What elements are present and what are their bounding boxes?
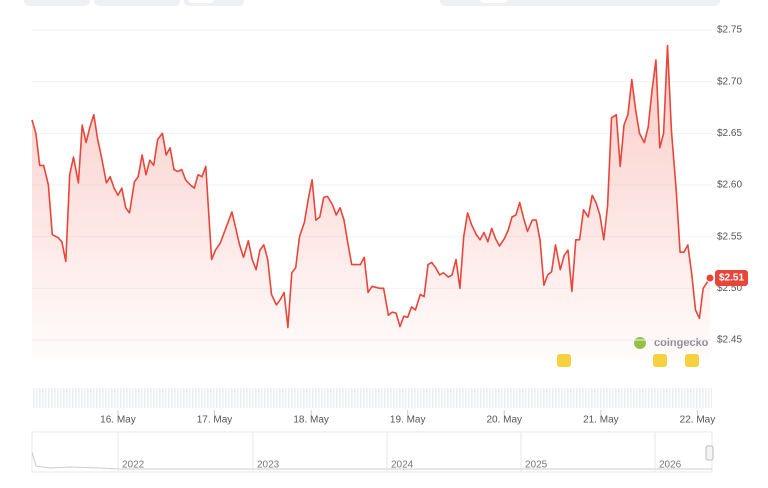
price-badge [715, 270, 748, 286]
x-tick-label: 16. May [100, 415, 136, 426]
x-tick-label: 17. May [197, 415, 233, 426]
price-badge-label: $2.51 [719, 273, 744, 284]
x-tick-label: 22. May [680, 415, 716, 426]
navigator-handle[interactable] [705, 445, 714, 461]
area [32, 45, 710, 360]
y-tick-label: $2.55 [717, 231, 742, 242]
tab-button[interactable] [94, 0, 180, 6]
x-tick-label: 18. May [293, 415, 329, 426]
x-tick-label: 20. May [486, 415, 522, 426]
y-tick-label: $2.60 [717, 180, 742, 191]
x-tick-label: 19. May [390, 415, 426, 426]
y-tick-label: $2.50 [717, 283, 742, 294]
y-tick-label: $2.75 [717, 25, 742, 36]
range-active[interactable] [480, 0, 508, 3]
last-point [705, 273, 715, 283]
navigator[interactable] [31, 431, 713, 473]
volume-bars [32, 384, 712, 408]
navigator-label: 2023 [257, 460, 280, 471]
x-tick-label: 21. May [583, 415, 619, 426]
y-tick-label: $2.70 [717, 76, 742, 87]
tab-active[interactable] [188, 0, 214, 3]
y-tick-label: $2.65 [717, 128, 742, 139]
navigator-label: 2026 [659, 460, 682, 471]
navigator-line [31, 451, 712, 470]
range-selector[interactable] [440, 0, 720, 6]
navigator-label: 2022 [122, 460, 145, 471]
price-line [31, 44, 711, 329]
navigator-label: 2024 [391, 460, 414, 471]
tab-button[interactable] [24, 0, 90, 6]
navigator-label: 2025 [525, 460, 548, 471]
y-tick-label: $2.45 [717, 335, 742, 346]
